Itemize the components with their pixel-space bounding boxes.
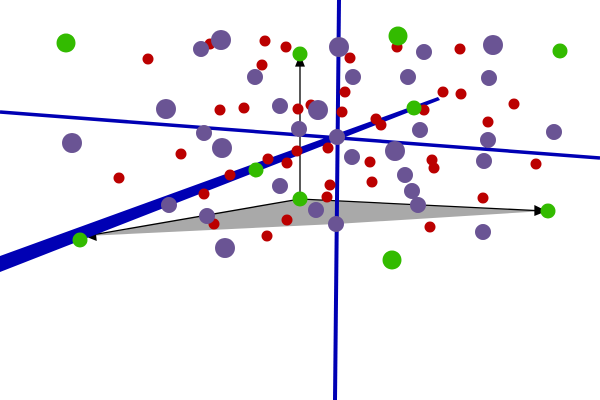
- point-purple: [212, 138, 232, 158]
- point-red: [281, 214, 293, 226]
- point-green: [292, 191, 308, 207]
- point-red: [214, 104, 226, 116]
- point-purple: [475, 224, 491, 240]
- point-purple: [272, 178, 288, 194]
- point-red: [198, 188, 210, 200]
- point-red: [339, 86, 351, 98]
- point-red: [530, 158, 542, 170]
- point-purple: [345, 69, 361, 85]
- point-red: [238, 102, 250, 114]
- point-purple: [156, 99, 176, 119]
- point-purple: [344, 149, 360, 165]
- axis-vertical: [333, 0, 341, 400]
- point-purple: [161, 197, 177, 213]
- point-purple: [308, 202, 324, 218]
- point-purple: [291, 121, 307, 137]
- point-purple: [215, 238, 235, 258]
- point-red: [428, 162, 440, 174]
- point-purple: [404, 183, 420, 199]
- arrow-y: [85, 198, 301, 237]
- point-purple: [397, 167, 413, 183]
- point-green: [248, 162, 264, 178]
- point-red: [175, 148, 187, 160]
- point-red: [262, 153, 274, 165]
- point-red: [259, 35, 271, 47]
- point-purple: [272, 98, 288, 114]
- point-purple: [329, 37, 349, 57]
- point-red: [424, 221, 436, 233]
- point-red: [224, 169, 236, 181]
- point-red: [344, 52, 356, 64]
- point-purple: [62, 133, 82, 153]
- point-purple: [481, 70, 497, 86]
- point-red: [437, 86, 449, 98]
- point-purple: [247, 69, 263, 85]
- point-green: [406, 100, 422, 116]
- point-red: [292, 103, 304, 115]
- point-red: [336, 106, 348, 118]
- point-green: [540, 203, 556, 219]
- point-red: [322, 142, 334, 154]
- point-purple: [199, 208, 215, 224]
- point-green: [388, 26, 408, 46]
- point-red: [375, 119, 387, 131]
- point-purple: [546, 124, 562, 140]
- point-purple: [328, 216, 344, 232]
- point-red: [482, 116, 494, 128]
- point-red: [256, 59, 268, 71]
- point-red: [321, 191, 333, 203]
- point-red: [113, 172, 125, 184]
- point-red: [455, 88, 467, 100]
- point-purple: [193, 41, 209, 57]
- point-purple: [196, 125, 212, 141]
- point-red: [291, 145, 303, 157]
- scatter-points: [56, 26, 568, 270]
- point-green: [292, 46, 308, 62]
- point-purple: [416, 44, 432, 60]
- point-green: [552, 43, 568, 59]
- point-red: [477, 192, 489, 204]
- arrow-x-head: [534, 204, 547, 216]
- point-purple: [412, 122, 428, 138]
- point-red: [364, 156, 376, 168]
- point-red: [324, 179, 336, 191]
- point-purple: [400, 69, 416, 85]
- point-green: [56, 33, 76, 53]
- point-purple: [211, 30, 231, 50]
- point-red: [454, 43, 466, 55]
- point-purple: [329, 129, 345, 145]
- point-purple: [308, 100, 328, 120]
- point-green: [382, 250, 402, 270]
- point-red: [508, 98, 520, 110]
- point-red: [366, 176, 378, 188]
- point-red: [281, 157, 293, 169]
- point-red: [280, 41, 292, 53]
- point-purple: [385, 141, 405, 161]
- point-red: [142, 53, 154, 65]
- point-green: [72, 232, 88, 248]
- point-purple: [476, 153, 492, 169]
- point-red: [261, 230, 273, 242]
- point-purple: [480, 132, 496, 148]
- point-purple: [483, 35, 503, 55]
- point-purple: [410, 197, 426, 213]
